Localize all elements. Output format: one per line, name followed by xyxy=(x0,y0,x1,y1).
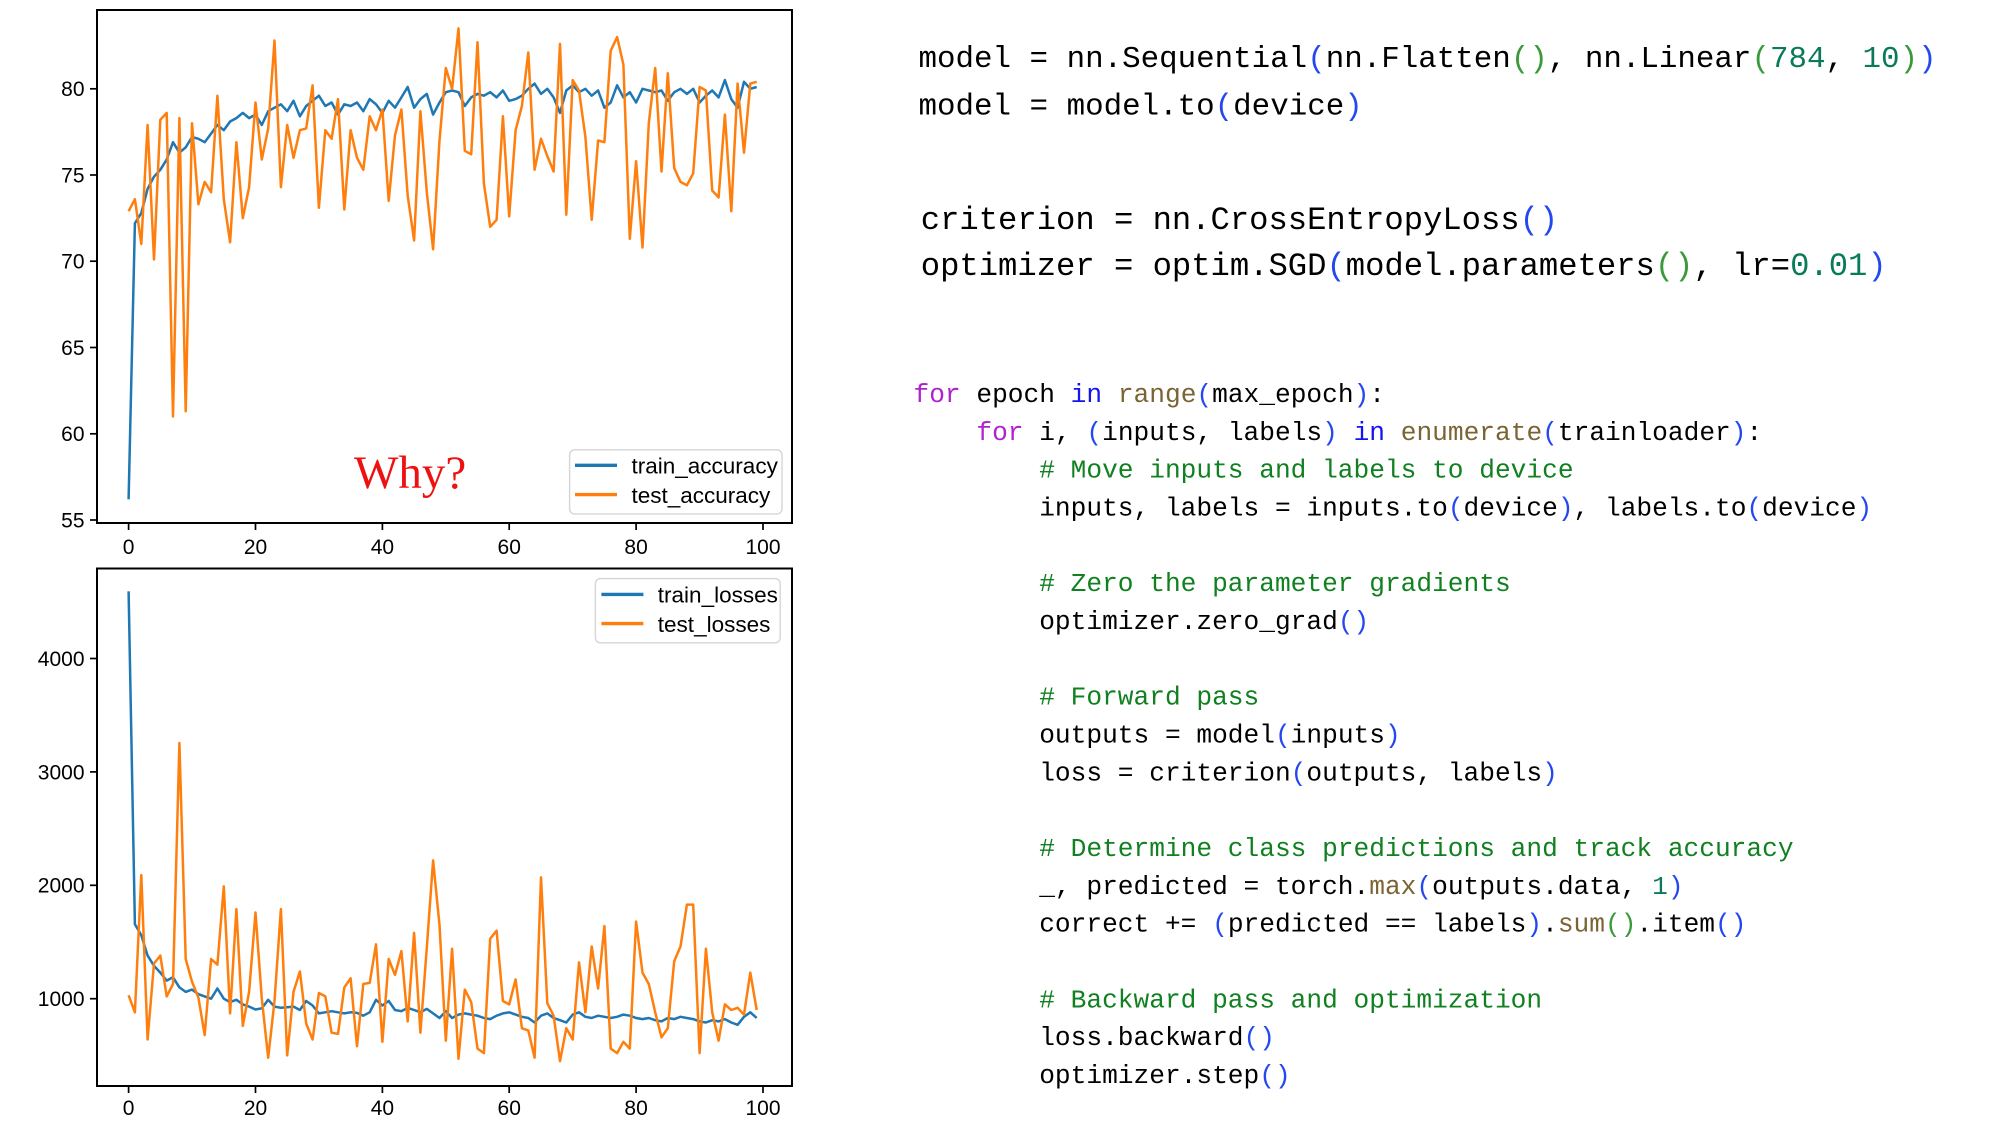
svg-text:40: 40 xyxy=(371,1097,394,1120)
svg-text:70: 70 xyxy=(61,251,84,274)
svg-text:optimizer.zero_grad(): optimizer.zero_grad() xyxy=(914,607,1370,637)
svg-text:65: 65 xyxy=(61,337,84,360)
svg-text:100: 100 xyxy=(745,1097,780,1120)
svg-text:60: 60 xyxy=(498,1097,521,1120)
svg-text:train_accuracy: train_accuracy xyxy=(632,454,779,479)
svg-text:4000: 4000 xyxy=(38,648,85,671)
svg-text:80: 80 xyxy=(61,78,84,101)
svg-text:loss = criterion(outputs, labe: loss = criterion(outputs, labels) xyxy=(914,758,1558,788)
svg-text:3000: 3000 xyxy=(38,761,85,784)
svg-text:20: 20 xyxy=(244,536,267,559)
svg-text:# Move inputs and labels to de: # Move inputs and labels to device xyxy=(914,456,1574,486)
svg-text:# Backward pass and optimizati: # Backward pass and optimization xyxy=(914,985,1543,1015)
svg-text:model = model.to(device): model = model.to(device) xyxy=(919,90,1363,125)
svg-text:_, predicted = torch.max(outpu: _, predicted = torch.max(outputs.data, 1… xyxy=(914,872,1684,902)
svg-text:80: 80 xyxy=(624,1097,647,1120)
svg-text:2000: 2000 xyxy=(38,875,85,898)
svg-text:40: 40 xyxy=(371,536,394,559)
svg-text:for epoch in range(max_epoch):: for epoch in range(max_epoch): xyxy=(914,380,1386,410)
svg-text:Why?: Why? xyxy=(354,447,466,499)
svg-text:optimizer.step(): optimizer.step() xyxy=(914,1061,1291,1091)
svg-text:# Zero the parameter gradients: # Zero the parameter gradients xyxy=(914,569,1511,599)
svg-text:60: 60 xyxy=(498,536,521,559)
svg-text:55: 55 xyxy=(61,509,84,532)
svg-text:75: 75 xyxy=(61,164,84,187)
svg-text:80: 80 xyxy=(624,536,647,559)
svg-text:60: 60 xyxy=(61,423,84,446)
svg-text:1000: 1000 xyxy=(38,988,85,1011)
svg-text:correct += (predicted == label: correct += (predicted == labels).sum().i… xyxy=(914,910,1747,940)
svg-text:test_accuracy: test_accuracy xyxy=(632,483,772,508)
svg-text:# Forward pass: # Forward pass xyxy=(914,683,1260,713)
svg-text:optimizer = optim.SGD(model.pa: optimizer = optim.SGD(model.parameters()… xyxy=(921,248,1887,285)
svg-text:20: 20 xyxy=(244,1097,267,1120)
svg-text:0: 0 xyxy=(123,1097,135,1120)
svg-text:# Determine class predictions: # Determine class predictions and track … xyxy=(914,834,1794,864)
svg-text:100: 100 xyxy=(745,536,780,559)
svg-text:criterion = nn.CrossEntropyLos: criterion = nn.CrossEntropyLoss() xyxy=(921,202,1558,239)
svg-text:inputs, labels = inputs.to(dev: inputs, labels = inputs.to(device), labe… xyxy=(914,494,1873,524)
svg-text:train_losses: train_losses xyxy=(658,583,778,608)
svg-text:model = nn.Sequential(nn.Flatt: model = nn.Sequential(nn.Flatten(), nn.L… xyxy=(919,42,1937,77)
svg-text:outputs = model(inputs): outputs = model(inputs) xyxy=(914,721,1401,751)
svg-text:0: 0 xyxy=(123,536,135,559)
svg-text:loss.backward(): loss.backward() xyxy=(914,1023,1275,1053)
svg-text:test_losses: test_losses xyxy=(658,612,771,637)
svg-text:for i, (inputs, labels) in enu: for i, (inputs, labels) in enumerate(tra… xyxy=(914,418,1763,448)
